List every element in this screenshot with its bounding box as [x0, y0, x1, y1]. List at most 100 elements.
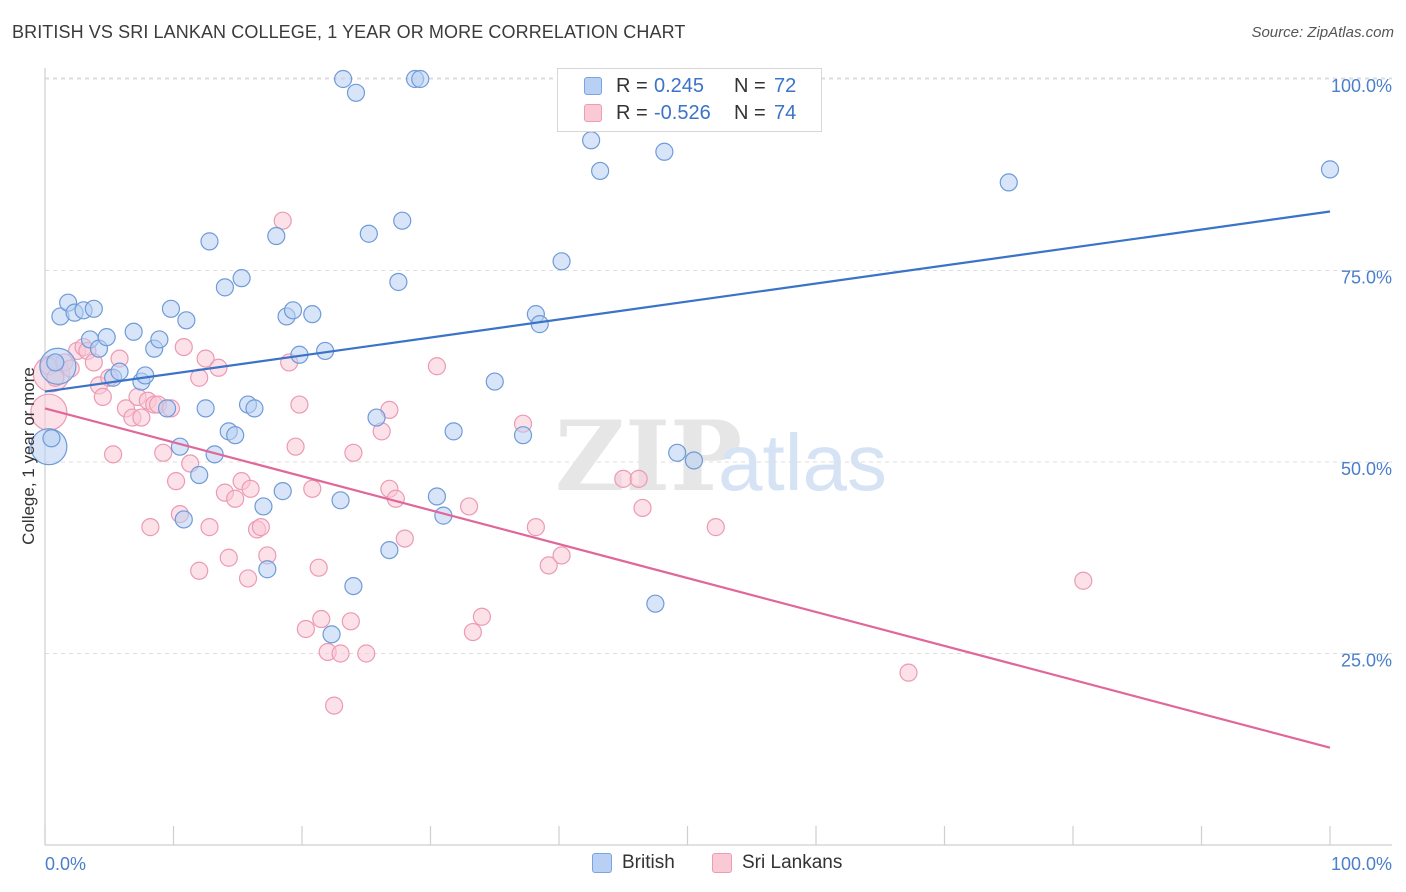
watermark: ZIP atlas: [555, 400, 887, 513]
british-point: [136, 366, 155, 385]
british-point: [303, 305, 322, 324]
sri-lankans-point: [174, 338, 193, 357]
chart-title: BRITISH VS SRI LANKAN COLLEGE, 1 YEAR OR…: [12, 22, 686, 42]
british-point: [273, 482, 292, 501]
british-point: [161, 299, 181, 318]
british-point: [684, 451, 704, 470]
british-point: [97, 328, 116, 347]
british-point: [84, 299, 103, 318]
sri-lankans-point: [241, 479, 260, 498]
sri-lankans-point: [141, 518, 160, 537]
gridlines: [45, 77, 1392, 654]
y-tick-label: 25.0%: [1341, 651, 1392, 671]
british-point: [322, 625, 341, 644]
british-point: [552, 252, 571, 271]
sri-lankans-point: [472, 607, 491, 626]
british-point: [124, 322, 143, 341]
sri-lankans-point: [459, 497, 479, 516]
sri-lankans-point: [427, 357, 447, 376]
british-point: [582, 131, 601, 150]
legend-row-sri-lankans: R = -0.526 N = 74: [584, 100, 796, 126]
british-point: [591, 161, 610, 181]
n-label: N =: [734, 74, 766, 97]
sri-lankans-point: [312, 609, 331, 629]
british-point: [331, 491, 350, 510]
sri-lankans-point: [238, 569, 258, 588]
british-point: [411, 69, 430, 89]
british-point: [359, 224, 378, 243]
y-tick-label: 75.0%: [1341, 268, 1392, 288]
r-value: -0.526: [654, 101, 711, 124]
n-value: 72: [774, 74, 797, 97]
watermark-atlas: atlas: [718, 418, 887, 507]
british-point: [254, 497, 273, 516]
sri-lankans-point: [629, 469, 648, 488]
sri-lankans-point: [1074, 571, 1093, 590]
british-point: [485, 372, 504, 391]
x-tick-label-start: 0.0%: [45, 854, 86, 874]
british-point: [226, 426, 245, 445]
british-point: [668, 443, 687, 462]
british-swatch: [584, 77, 602, 95]
legend-item-british[interactable]: British: [592, 852, 675, 874]
sri-lankans-point: [166, 472, 186, 491]
sri-lankans-point: [341, 612, 360, 631]
x-tick-label-end: 100.0%: [1331, 854, 1392, 874]
sri-lankans-point: [633, 498, 652, 518]
sri-lankans-point: [526, 518, 545, 537]
british-trend-line: [44, 210, 1331, 393]
sri-lankans-point: [706, 518, 725, 537]
sri-lankans-point: [357, 644, 376, 663]
y-tick-label: 50.0%: [1341, 459, 1392, 479]
correlation-legend: R = 0.245 N = 72 R = -0.526 N = 74: [557, 68, 822, 132]
r-label: R =: [616, 101, 648, 124]
sri-lankans-point: [226, 489, 245, 508]
sri-lankans-legend-swatch: [712, 853, 732, 873]
british-point: [283, 301, 303, 320]
british-point: [1320, 160, 1340, 179]
british-point: [389, 272, 408, 292]
british-point: [344, 576, 363, 596]
sri-lankans-point: [539, 556, 558, 575]
sri-lankans-point: [899, 663, 918, 682]
n-value: 74: [774, 101, 797, 124]
sri-lankans-point: [303, 479, 322, 498]
british-point: [646, 594, 665, 613]
british-point: [245, 399, 264, 418]
british-point: [215, 278, 234, 297]
sri-lankans-point: [190, 561, 209, 580]
british-point: [444, 422, 463, 441]
british-point: [174, 510, 193, 529]
series-legend: British Sri Lankans: [0, 850, 1406, 878]
sri-lankans-point: [104, 445, 123, 464]
y-tick-label: 100.0%: [1331, 76, 1392, 96]
trend-lines: [44, 210, 1331, 749]
british-legend-swatch: [592, 853, 612, 873]
british-point: [190, 465, 209, 485]
sri-lankans-point: [395, 529, 414, 548]
sri-lankans-point: [93, 387, 112, 406]
r-value: 0.245: [654, 74, 705, 97]
british-point: [513, 426, 533, 445]
sri-lankans-point: [219, 548, 238, 567]
sri-lankans-point: [331, 644, 350, 663]
sri-lankans-point: [200, 518, 219, 537]
british-point: [157, 399, 177, 418]
source-label: Source: ZipAtlas.com: [1251, 24, 1394, 41]
sri-lankans-point: [552, 546, 571, 565]
r-label: R =: [616, 74, 648, 97]
sri-lankans-point: [463, 622, 483, 642]
sri-lankans-legend-label: Sri Lankans: [742, 852, 843, 873]
sri-lankans-point: [154, 443, 173, 462]
legend-item-sri-lankans[interactable]: Sri Lankans: [712, 852, 842, 874]
british-point: [393, 211, 412, 230]
british-point: [110, 362, 129, 381]
sri-lankans-point: [132, 408, 151, 427]
sri-lankans-point: [344, 443, 363, 462]
sri-lankans-point: [325, 696, 344, 715]
n-label: N =: [734, 101, 766, 124]
sri-lankans-point: [251, 518, 270, 537]
british-point: [346, 83, 366, 102]
watermark-zip: ZIP: [555, 400, 742, 513]
british-point: [367, 408, 386, 427]
